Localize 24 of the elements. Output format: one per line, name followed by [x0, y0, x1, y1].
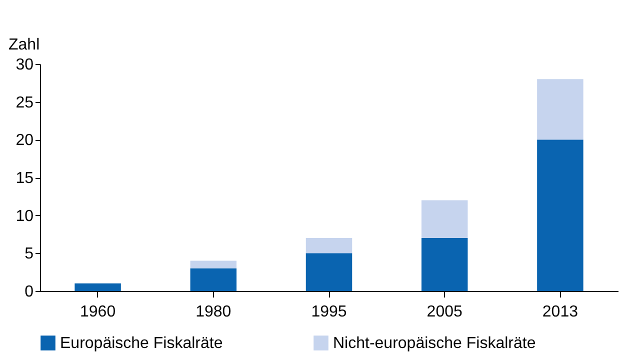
- bar: [537, 140, 584, 291]
- y-tick-label: 15: [16, 170, 34, 187]
- y-tick-label: 0: [24, 284, 34, 300]
- bar: [190, 260, 237, 268]
- y-tick-label: 5: [24, 246, 34, 263]
- bar: [537, 79, 584, 140]
- x-tick-label: 2013: [542, 304, 578, 320]
- bar: [190, 268, 237, 291]
- bar: [421, 238, 468, 291]
- legend-label: Nicht-europäische Fiskalräte: [333, 335, 536, 352]
- bar: [421, 200, 468, 238]
- bar: [306, 238, 352, 254]
- x-tick-label: 1995: [311, 304, 347, 320]
- y-axis-title: Zahl: [8, 36, 40, 54]
- legend-label: Europäische Fiskalräte: [60, 335, 223, 352]
- bar: [306, 253, 352, 291]
- x-tick-label: 2005: [426, 304, 462, 320]
- y-tick-label: 20: [16, 132, 34, 150]
- y-tick-label: 30: [16, 56, 34, 74]
- y-tick-label: 10: [16, 208, 34, 225]
- x-tick-label: 1960: [80, 304, 116, 320]
- bar: [74, 283, 121, 291]
- y-tick-label: 25: [16, 94, 34, 112]
- x-tick-label: 1980: [196, 304, 232, 320]
